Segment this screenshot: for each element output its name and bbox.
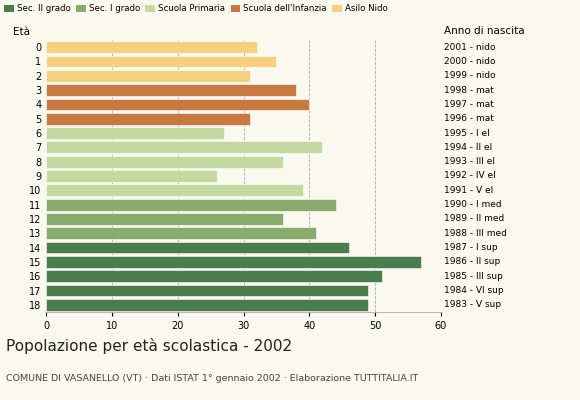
Text: COMUNE DI VASANELLO (VT) · Dati ISTAT 1° gennaio 2002 · Elaborazione TUTTITALIA.: COMUNE DI VASANELLO (VT) · Dati ISTAT 1°… <box>6 374 418 383</box>
Legend: Sec. II grado, Sec. I grado, Scuola Primaria, Scuola dell'Infanzia, Asilo Nido: Sec. II grado, Sec. I grado, Scuola Prim… <box>4 4 388 13</box>
Text: 1995 - I el: 1995 - I el <box>444 128 490 138</box>
Text: 1998 - mat: 1998 - mat <box>444 86 494 95</box>
Text: 1987 - I sup: 1987 - I sup <box>444 243 497 252</box>
Bar <box>46 270 382 282</box>
Text: 1984 - VI sup: 1984 - VI sup <box>444 286 503 295</box>
Text: 1983 - V sup: 1983 - V sup <box>444 300 501 309</box>
Bar <box>46 84 296 96</box>
Text: 1992 - IV el: 1992 - IV el <box>444 172 495 180</box>
Bar <box>46 170 218 182</box>
Text: 1989 - II med: 1989 - II med <box>444 214 504 224</box>
Text: 1990 - I med: 1990 - I med <box>444 200 501 209</box>
Bar <box>46 113 250 125</box>
Text: 2001 - nido: 2001 - nido <box>444 43 495 52</box>
Text: 1996 - mat: 1996 - mat <box>444 114 494 123</box>
Text: Anno di nascita: Anno di nascita <box>444 26 524 36</box>
Text: Età: Età <box>13 27 30 37</box>
Text: 1991 - V el: 1991 - V el <box>444 186 493 195</box>
Text: 1994 - II el: 1994 - II el <box>444 143 492 152</box>
Text: 1993 - III el: 1993 - III el <box>444 157 495 166</box>
Bar <box>46 199 336 210</box>
Bar <box>46 98 309 110</box>
Bar <box>46 70 250 82</box>
Text: 1985 - III sup: 1985 - III sup <box>444 272 502 281</box>
Bar <box>46 213 283 225</box>
Text: 1988 - III med: 1988 - III med <box>444 229 506 238</box>
Bar <box>46 242 349 254</box>
Text: 1999 - nido: 1999 - nido <box>444 71 495 80</box>
Bar <box>46 227 316 239</box>
Bar <box>46 285 368 296</box>
Bar <box>46 256 421 268</box>
Bar <box>46 156 283 168</box>
Text: Popolazione per età scolastica - 2002: Popolazione per età scolastica - 2002 <box>6 338 292 354</box>
Bar <box>46 41 257 53</box>
Bar <box>46 56 277 67</box>
Text: 2000 - nido: 2000 - nido <box>444 57 495 66</box>
Bar <box>46 299 368 311</box>
Bar <box>46 142 322 153</box>
Text: 1986 - II sup: 1986 - II sup <box>444 257 500 266</box>
Bar <box>46 127 224 139</box>
Bar <box>46 184 303 196</box>
Text: 1997 - mat: 1997 - mat <box>444 100 494 109</box>
